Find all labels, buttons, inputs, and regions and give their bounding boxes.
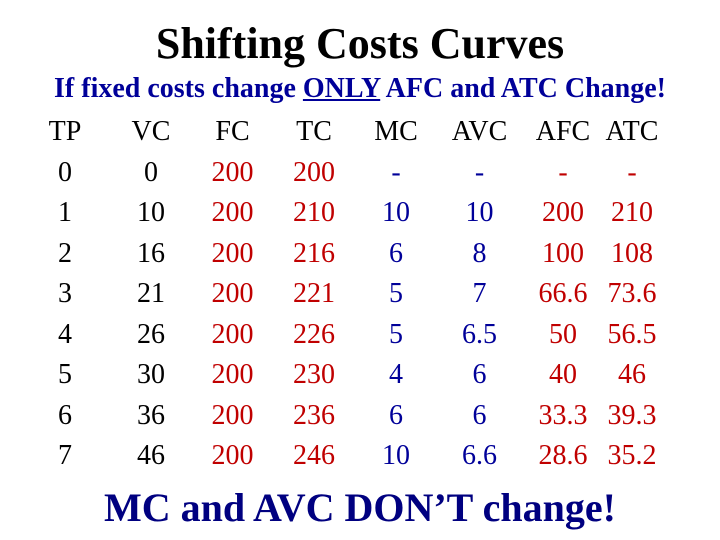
cell-afc: 28.6: [538, 440, 588, 472]
cell-mc: -: [391, 156, 401, 188]
cell-fc: 200: [211, 237, 254, 269]
cell-fc: 200: [211, 399, 254, 431]
cell-tp: 4: [58, 318, 72, 350]
cell-tp: 6: [58, 399, 72, 431]
cell-tp: 3: [58, 278, 72, 310]
cell-vc: 16: [137, 237, 165, 269]
cell-atc: -: [627, 156, 637, 188]
cell-vc: 30: [137, 359, 165, 391]
column-header-tc: TC: [296, 116, 332, 148]
subtitle-suffix: AFC and ATC Change!: [380, 73, 666, 104]
cell-fc: 200: [211, 318, 254, 350]
cell-atc: 210: [611, 197, 653, 229]
cell-tc: 230: [293, 359, 335, 391]
column-header-fc: FC: [215, 116, 250, 148]
slide-title: Shifting Costs Curves: [155, 19, 565, 68]
cell-vc: 21: [137, 278, 165, 310]
table-row: 6 36 200 236 6 6 33.3 39.3: [20, 396, 660, 437]
column-header-avc: AVC: [451, 116, 508, 148]
subtitle-emphasis: ONLY: [302, 73, 381, 104]
cell-vc: 36: [137, 399, 165, 431]
cell-tc: 246: [293, 440, 335, 472]
cell-tp: 5: [58, 359, 72, 391]
cell-mc: 4: [389, 359, 403, 391]
cell-mc: 5: [389, 318, 403, 350]
cell-tp: 1: [58, 197, 72, 229]
column-header-mc: MC: [374, 116, 418, 148]
table-row: 1 10 200 210 10 10 200 210: [20, 193, 660, 234]
cell-fc: 200: [211, 156, 254, 188]
cell-atc: 56.5: [607, 318, 657, 350]
cell-vc: 10: [137, 197, 165, 229]
table-row: 5 30 200 230 4 6 40 46: [20, 355, 660, 396]
table-row: 4 26 200 226 5 6.5 50 56.5: [20, 315, 660, 356]
cell-afc: 40: [549, 359, 577, 391]
cell-tc: 221: [293, 278, 335, 310]
cell-afc: -: [558, 156, 568, 188]
cell-fc: 200: [211, 278, 254, 310]
cell-atc: 39.3: [607, 399, 657, 431]
column-header-tp: TP: [48, 116, 82, 148]
cell-avc: 6.6: [462, 440, 497, 472]
cell-avc: -: [474, 156, 485, 188]
table-row: 2 16 200 216 6 8 100 108: [20, 234, 660, 275]
table-row: 7 46 200 246 10 6.6 28.6 35.2: [20, 436, 660, 477]
cell-avc: 6: [472, 399, 487, 431]
cell-tc: 200: [293, 156, 335, 188]
column-header-afc: AFC: [535, 116, 591, 148]
cell-afc: 100: [542, 237, 584, 269]
cell-vc: 26: [137, 318, 165, 350]
cell-atc: 73.6: [607, 278, 657, 310]
cell-afc: 200: [542, 197, 584, 229]
table-row: 0 0 200 200 - - - -: [20, 153, 660, 194]
cell-tc: 216: [293, 237, 335, 269]
cell-afc: 50: [549, 318, 577, 350]
table-header-row: TP VC FC TC MC AVC AFC ATC: [20, 112, 660, 153]
slide-subtitle: If fixed costs change ONLY AFC and ATC C…: [0, 72, 720, 106]
cell-mc: 6: [389, 399, 403, 431]
cell-mc: 10: [382, 197, 410, 229]
cell-tp: 2: [58, 237, 72, 269]
bottom-note: MC and AVC DON’T change!: [104, 485, 616, 530]
cell-avc: 8: [472, 237, 487, 269]
cell-atc: 35.2: [607, 440, 657, 472]
cell-avc: 6: [472, 359, 487, 391]
cell-atc: 108: [611, 237, 653, 269]
cost-table: TP VC FC TC MC AVC AFC ATC 0 0 200 200 -…: [20, 112, 660, 477]
cell-avc: 7: [472, 278, 487, 310]
cell-tp: 7: [58, 440, 72, 472]
cell-vc: 0: [144, 156, 158, 188]
table-row: 3 21 200 221 5 7 66.6 73.6: [20, 274, 660, 315]
subtitle-prefix: If fixed costs change: [54, 73, 303, 104]
cell-fc: 200: [211, 197, 254, 229]
column-header-vc: VC: [131, 116, 171, 148]
cell-mc: 6: [389, 237, 403, 269]
cell-atc: 46: [618, 359, 646, 391]
cell-avc: 6.5: [462, 318, 497, 350]
cell-mc: 5: [389, 278, 403, 310]
cell-tc: 210: [293, 197, 335, 229]
cell-fc: 200: [211, 440, 254, 472]
cell-tp: 0: [58, 156, 72, 188]
cell-tc: 236: [293, 399, 335, 431]
cell-afc: 66.6: [538, 278, 588, 310]
cell-vc: 46: [137, 440, 165, 472]
cell-mc: 10: [382, 440, 410, 472]
cell-tc: 226: [293, 318, 335, 350]
cell-fc: 200: [211, 359, 254, 391]
cell-afc: 33.3: [538, 399, 588, 431]
cell-avc: 10: [465, 197, 494, 229]
column-header-atc: ATC: [605, 116, 659, 148]
